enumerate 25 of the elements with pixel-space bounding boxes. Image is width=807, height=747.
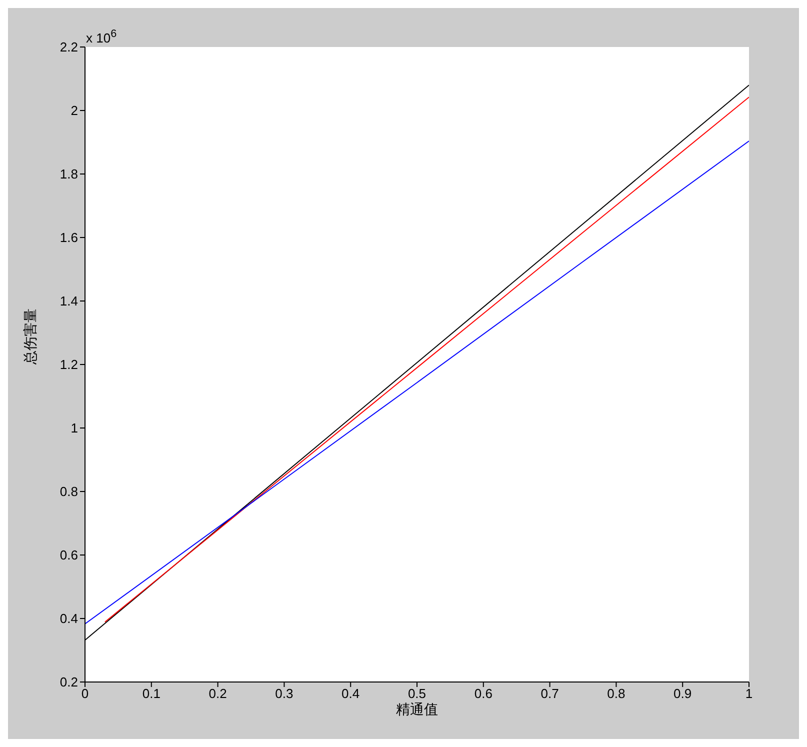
y-tick-label: 1.2 [60,357,78,372]
x-tick-label: 0.8 [607,686,626,702]
y-tick-label: 2.2 [60,40,78,55]
y-tick-label: 2 [70,103,78,118]
y-tick-label: 0.2 [60,674,78,690]
x-tick-label: 0.2 [208,686,227,702]
x-tick-label: 0 [81,686,89,702]
y-tick-label: 0.8 [60,484,78,500]
x-tick-label: 0.9 [674,686,692,702]
y-tick-label: 1.8 [60,166,78,182]
x-tick-label: 0.7 [540,686,559,702]
x-axis-title: 精通值 [396,701,438,717]
x-tick-label: 0.4 [342,686,360,702]
y-axis-title: 总伤害量 [22,308,38,366]
x-tick-label: 0.5 [408,686,426,702]
y-tick-label: 0.6 [60,548,78,563]
y-tick-label: 1.4 [60,294,78,309]
x-tick-label: 0.3 [275,686,294,702]
y-tick-label: 1.6 [60,230,78,246]
text: x 10$^{6}$ [86,28,117,46]
y-tick-label: 0.4 [60,611,78,626]
y-tick-label: 1 [70,420,78,436]
x-tick-label: 0.1 [142,686,160,702]
x-tick-label: 0.6 [474,686,492,702]
x-tick-label: 1 [745,686,753,702]
